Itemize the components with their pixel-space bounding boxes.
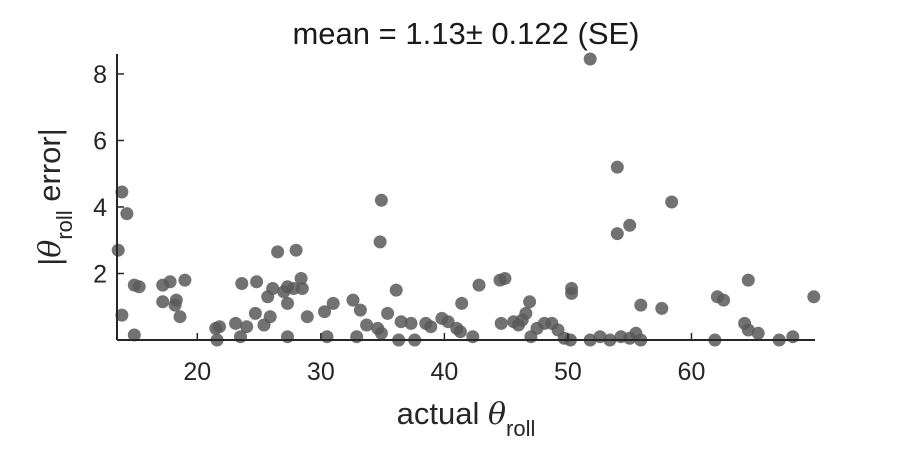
data-point-1 bbox=[111, 243, 125, 257]
data-point-93 bbox=[655, 301, 669, 315]
data-point-51 bbox=[394, 315, 408, 329]
data-point-44 bbox=[360, 318, 374, 332]
data-point-35 bbox=[294, 272, 308, 285]
data-point-21 bbox=[240, 320, 254, 334]
data-point-60 bbox=[455, 296, 469, 310]
data-point-9 bbox=[163, 275, 177, 289]
data-point-61 bbox=[453, 325, 467, 339]
x-axis-label-theta: θ bbox=[488, 397, 506, 432]
data-point-97 bbox=[717, 293, 731, 307]
data-point-47 bbox=[374, 193, 388, 207]
data-point-38 bbox=[318, 305, 331, 319]
x-axis-label-prefix: actual bbox=[397, 396, 488, 431]
data-point-14 bbox=[178, 273, 192, 287]
data-point-91 bbox=[634, 298, 648, 312]
data-point-26 bbox=[263, 310, 277, 324]
data-point-48 bbox=[373, 235, 387, 249]
chart-title: mean = 1.13± 0.122 (SE) bbox=[292, 16, 639, 51]
y-tick-label-8: 8 bbox=[93, 61, 107, 89]
data-point-99 bbox=[741, 273, 755, 287]
data-point-53 bbox=[404, 316, 418, 330]
data-point-46 bbox=[374, 326, 388, 340]
data-point-36 bbox=[295, 282, 309, 295]
data-point-39 bbox=[320, 330, 334, 344]
data-point-13 bbox=[173, 310, 187, 324]
data-point-7 bbox=[127, 328, 141, 342]
y-axis-label-theta: θ bbox=[33, 240, 68, 258]
data-point-88 bbox=[623, 218, 637, 232]
data-point-63 bbox=[472, 278, 486, 292]
y-tick-label-2: 2 bbox=[93, 260, 107, 288]
data-point-18 bbox=[229, 316, 243, 330]
data-point-10 bbox=[156, 295, 170, 309]
x-tick-label-20: 20 bbox=[183, 358, 211, 386]
data-point-12 bbox=[168, 298, 182, 312]
data-point-66 bbox=[494, 316, 508, 330]
y-tick-label-6: 6 bbox=[93, 127, 107, 155]
y-axis-label-subscript: roll bbox=[52, 210, 77, 239]
y-axis-label-prefix: | bbox=[32, 258, 67, 266]
data-point-94 bbox=[665, 195, 679, 209]
data-point-62 bbox=[466, 330, 480, 344]
data-point-100 bbox=[741, 323, 755, 337]
data-point-16 bbox=[213, 320, 226, 334]
data-point-49 bbox=[381, 306, 395, 320]
data-point-65 bbox=[498, 272, 512, 285]
data-point-31 bbox=[281, 296, 294, 310]
data-point-41 bbox=[346, 293, 360, 307]
data-point-71 bbox=[523, 295, 537, 309]
data-point-22 bbox=[248, 306, 262, 320]
data-point-101 bbox=[751, 326, 765, 340]
data-point-42 bbox=[350, 330, 364, 344]
data-point-80 bbox=[565, 282, 579, 295]
data-point-70 bbox=[519, 306, 533, 320]
y-axis-ticks: 2 4 6 8 bbox=[93, 61, 124, 288]
data-point-86 bbox=[610, 227, 624, 241]
data-point-37 bbox=[300, 310, 314, 324]
x-axis-label-subscript: roll bbox=[506, 416, 535, 441]
x-axis-label: actual θroll bbox=[397, 396, 536, 441]
data-point-81 bbox=[583, 52, 597, 66]
data-point-2 bbox=[115, 185, 129, 199]
data-point-28 bbox=[271, 245, 285, 259]
data-point-32 bbox=[281, 330, 294, 344]
x-tick-label-50: 50 bbox=[554, 358, 582, 386]
data-point-103 bbox=[786, 330, 800, 344]
x-tick-label-30: 30 bbox=[307, 358, 335, 386]
y-tick-label-4: 4 bbox=[93, 194, 107, 222]
data-point-27 bbox=[266, 282, 280, 295]
data-point-43 bbox=[353, 303, 367, 317]
data-point-50 bbox=[389, 283, 403, 297]
data-point-3 bbox=[120, 207, 134, 221]
x-tick-label-40: 40 bbox=[430, 358, 458, 386]
x-tick-label-60: 60 bbox=[678, 358, 706, 386]
data-point-4 bbox=[115, 308, 129, 322]
y-axis-label-suffix: error| bbox=[32, 128, 67, 210]
x-axis-ticks: 20 30 40 50 60 bbox=[183, 333, 705, 386]
data-point-104 bbox=[807, 290, 821, 304]
data-points bbox=[111, 52, 821, 347]
data-point-56 bbox=[424, 320, 438, 334]
data-point-19 bbox=[235, 277, 249, 290]
data-point-85 bbox=[610, 160, 624, 174]
data-point-23 bbox=[250, 275, 264, 289]
data-point-40 bbox=[326, 296, 340, 310]
y-axis-label: |θroll error| bbox=[32, 128, 77, 266]
data-point-6 bbox=[132, 280, 146, 294]
data-point-34 bbox=[289, 243, 303, 257]
